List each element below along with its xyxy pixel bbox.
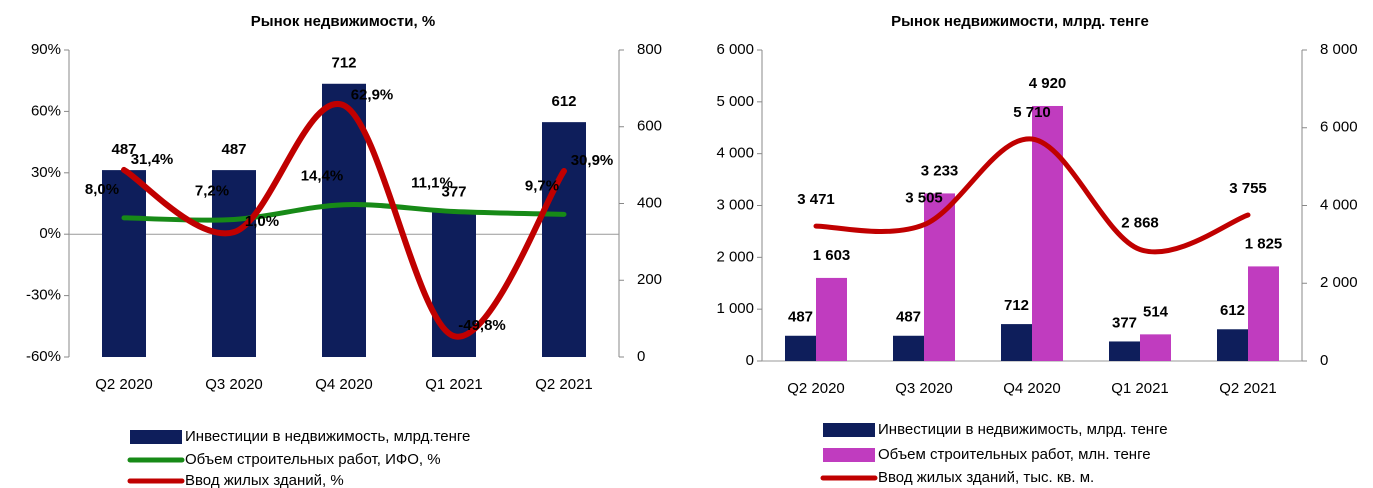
- bar: [1140, 334, 1171, 361]
- data-label: 487: [111, 141, 136, 158]
- data-label: 3 233: [921, 162, 959, 179]
- data-label: 8,0%: [85, 181, 119, 198]
- data-label: 3 755: [1229, 180, 1267, 197]
- y2-tick-label: 8 000: [1320, 41, 1358, 58]
- x-tick-label: Q2 2020: [95, 376, 153, 393]
- data-label: 30,9%: [571, 152, 614, 169]
- x-tick-label: Q2 2020: [787, 380, 845, 397]
- data-label: 14,4%: [301, 168, 344, 185]
- x-tick-label: Q4 2020: [315, 376, 373, 393]
- data-label: 3 505: [905, 190, 943, 207]
- bar: [1001, 324, 1032, 361]
- bar: [893, 335, 924, 361]
- data-label: 1 603: [813, 247, 851, 264]
- legend-swatch: [130, 430, 182, 444]
- data-label: 62,9%: [351, 86, 394, 103]
- data-label: 612: [551, 93, 576, 110]
- line: [121, 100, 567, 340]
- chart-title: Рынок недвижимости, млрд. тенге: [891, 13, 1149, 30]
- y2-tick-label: 600: [637, 118, 662, 135]
- data-label: 612: [1220, 302, 1245, 319]
- legend-label: Объем строительных работ, млн. тенге: [878, 446, 1151, 463]
- x-tick-label: Q1 2021: [425, 376, 483, 393]
- legend-label: Ввод жилых зданий, %: [185, 472, 344, 488]
- line: [813, 136, 1251, 255]
- y-tick-label: 0: [746, 352, 754, 369]
- y2-tick-label: 4 000: [1320, 196, 1358, 213]
- data-label: 487: [896, 309, 921, 326]
- data-label: 31,4%: [131, 151, 174, 168]
- data-label: 2 868: [1121, 214, 1159, 231]
- x-tick-label: Q3 2020: [205, 376, 263, 393]
- y-tick-label: -60%: [26, 348, 61, 365]
- legend-label: Объем строительных работ, ИФО, %: [185, 451, 441, 468]
- data-label: 487: [788, 309, 813, 326]
- line: [121, 202, 567, 223]
- bar: [785, 335, 816, 361]
- y2-tick-label: 0: [637, 348, 645, 365]
- data-label: 712: [331, 55, 356, 72]
- bar: [1217, 329, 1248, 361]
- y2-tick-label: 200: [637, 271, 662, 288]
- y2-tick-label: 400: [637, 194, 662, 211]
- x-tick-label: Q4 2020: [1003, 380, 1061, 397]
- y-tick-label: 1 000: [716, 300, 754, 317]
- y-tick-label: 5 000: [716, 93, 754, 110]
- bar: [542, 122, 586, 358]
- data-label: 4 920: [1029, 75, 1067, 92]
- x-tick-label: Q2 2021: [535, 376, 593, 393]
- y-tick-label: 4 000: [716, 145, 754, 162]
- data-label: 11,1%: [411, 174, 453, 191]
- y2-tick-label: 2 000: [1320, 274, 1358, 291]
- bar: [102, 170, 146, 357]
- y-tick-label: 30%: [31, 164, 61, 181]
- y2-tick-label: 800: [637, 41, 662, 58]
- bar: [816, 277, 847, 361]
- y-tick-label: 60%: [31, 102, 61, 119]
- x-tick-label: Q3 2020: [895, 380, 953, 397]
- data-label: 514: [1143, 303, 1169, 320]
- bar: [322, 83, 366, 358]
- data-label: 9,7%: [525, 177, 559, 194]
- data-label: 487: [221, 141, 246, 158]
- data-label: -49,8%: [458, 317, 506, 334]
- legend-swatch: [823, 423, 875, 437]
- data-label: 5 710: [1013, 104, 1051, 121]
- y2-tick-label: 0: [1320, 352, 1328, 369]
- y-tick-label: -30%: [26, 287, 61, 304]
- data-label: 712: [1004, 297, 1029, 314]
- y-tick-label: 2 000: [716, 248, 754, 265]
- x-tick-label: Q1 2021: [1111, 380, 1169, 397]
- legend-label: Ввод жилых зданий, тыс. кв. м.: [878, 469, 1094, 486]
- legend-label: Инвестиции в недвижимость, млрд. тенге: [878, 421, 1168, 438]
- y-tick-label: 6 000: [716, 41, 754, 58]
- data-label: 377: [1112, 314, 1137, 331]
- y-tick-label: 90%: [31, 41, 61, 58]
- data-label: 7,2%: [195, 182, 229, 199]
- y-tick-label: 0%: [39, 225, 61, 242]
- bar: [924, 193, 955, 361]
- chart-title: Рынок недвижимости, %: [251, 13, 435, 30]
- y2-tick-label: 6 000: [1320, 119, 1358, 136]
- bar: [1248, 266, 1279, 361]
- legend-swatch: [823, 448, 875, 462]
- data-label: 377: [441, 183, 466, 200]
- y-tick-label: 3 000: [716, 196, 754, 213]
- data-label: 3 471: [797, 191, 835, 208]
- bar: [1109, 341, 1140, 361]
- data-label: 1 825: [1245, 235, 1283, 252]
- bar: [212, 170, 256, 357]
- data-label: 1,0%: [245, 213, 279, 230]
- x-tick-label: Q2 2021: [1219, 380, 1277, 397]
- legend-label: Инвестиции в недвижимость, млрд.тенге: [185, 428, 470, 445]
